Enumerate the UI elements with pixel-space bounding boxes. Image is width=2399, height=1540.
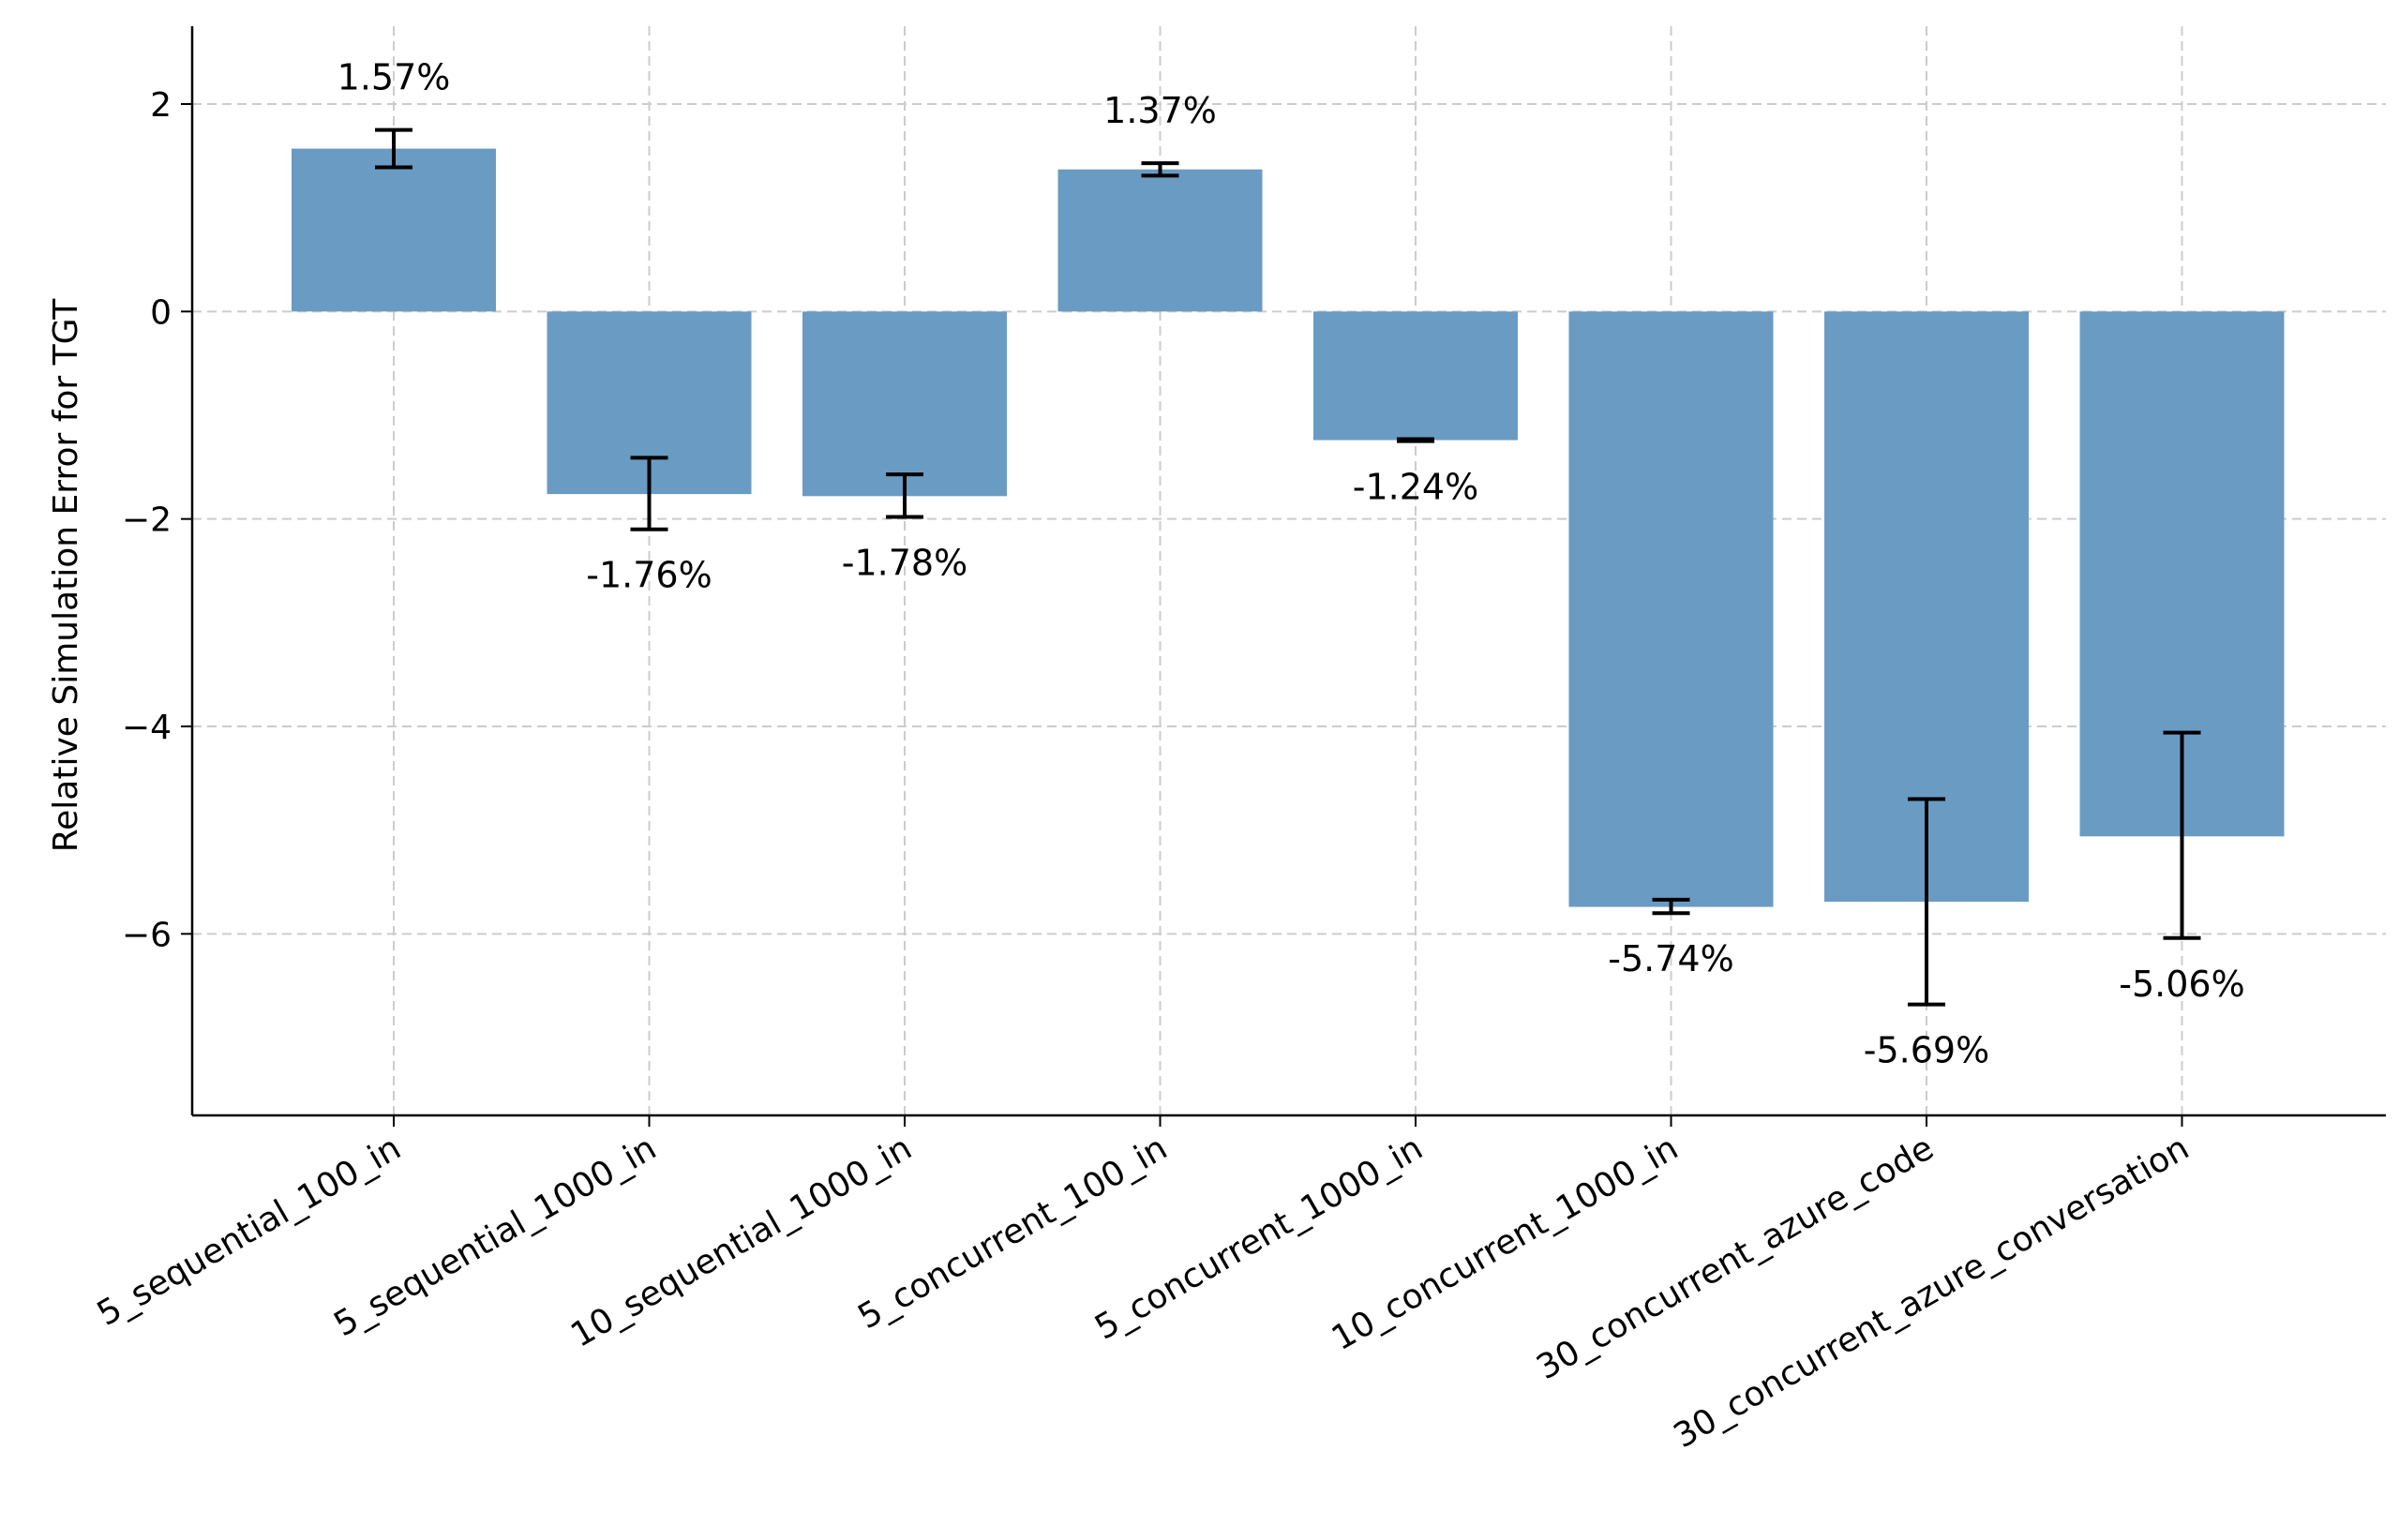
bar-value-label: 1.37% (1103, 90, 1217, 131)
bar (1057, 169, 1263, 312)
y-tick-label: −4 (122, 709, 172, 747)
grid-layer (192, 26, 2386, 1115)
bar-value-label: -1.76% (586, 555, 712, 596)
bar (1313, 311, 1518, 441)
x-tick-label: 30_concurrent_azure_code (1530, 1129, 1940, 1387)
bar-value-label: -5.69% (1864, 1030, 1989, 1071)
y-axis-title: Relative Simulation Error for TGT (47, 298, 85, 853)
axes-layer (181, 26, 2386, 1127)
bar-value-label: -5.06% (2119, 964, 2244, 1005)
bar (292, 148, 496, 312)
bar-value-label: -5.74% (1608, 938, 1733, 979)
x-tick-label: 30_concurrent_azure_conversation (1668, 1129, 2196, 1456)
bars-layer (292, 148, 2285, 907)
y-tick-label: 2 (150, 86, 172, 125)
bar (802, 311, 1007, 497)
bar-value-label: -1.24% (1353, 467, 1478, 508)
bar-value-label: -1.78% (842, 542, 967, 583)
bar (1568, 311, 1774, 907)
bar-value-label: 1.57% (337, 57, 451, 98)
errorbars-layer (375, 127, 2201, 1007)
y-tick-label: 0 (150, 293, 172, 332)
y-tick-label: −2 (122, 501, 172, 540)
y-tick-label: −6 (122, 916, 172, 954)
